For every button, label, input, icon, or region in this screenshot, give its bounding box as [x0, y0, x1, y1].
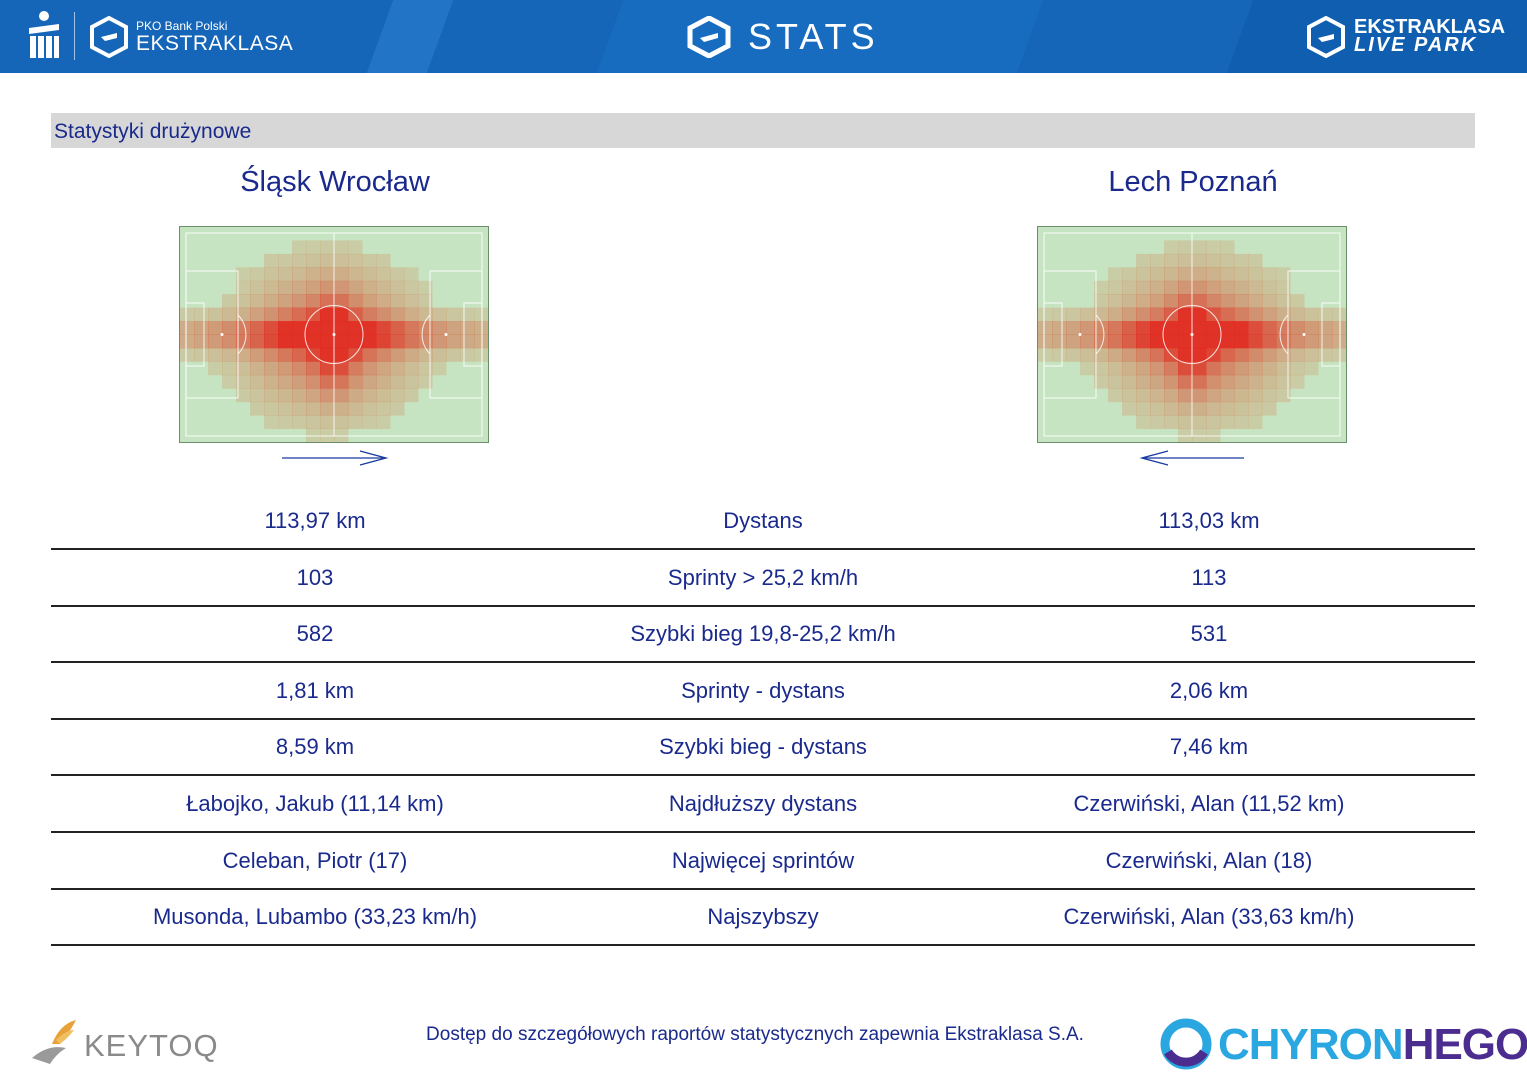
- stat-row: 582 Szybki bieg 19,8-25,2 km/h 531: [51, 607, 1475, 663]
- stat-label: Szybki bieg 19,8-25,2 km/h: [630, 621, 896, 646]
- pko-bank-polski-label: PKO Bank Polski: [136, 19, 228, 33]
- home-team-name: Śląsk Wrocław: [240, 166, 430, 198]
- home-stat-value: Celeban, Piotr (17): [222, 848, 408, 873]
- row-divider: [51, 888, 1475, 890]
- stat-row: 8,59 km Szybki bieg - dystans 7,46 km: [51, 720, 1475, 776]
- away-heatmap: [1037, 226, 1347, 443]
- row-divider: [51, 831, 1475, 833]
- home-heatmap: [179, 226, 489, 443]
- stat-row: 1,81 km Sprinty - dystans 2,06 km: [51, 664, 1475, 720]
- stat-label: Dystans: [723, 508, 803, 533]
- page-title: STATS: [748, 16, 879, 57]
- section-header: Statystyki drużynowe: [51, 113, 1475, 148]
- home-stat-value: 582: [296, 621, 334, 646]
- stat-row: 113,97 km Dystans 113,03 km: [51, 494, 1475, 550]
- ekstraklasa-label: EKSTRAKLASA: [136, 32, 294, 55]
- ekstraklasa-wordmark: PKO Bank Polski EKSTRAKLASA: [136, 20, 293, 56]
- home-stat-value: 103: [296, 565, 334, 590]
- home-stat-value: 113,97 km: [264, 508, 366, 533]
- away-heatmap-graphic: [1038, 232, 1346, 442]
- stat-label: Najdłuższy dystans: [668, 791, 858, 816]
- keytoq-bird-icon: [32, 1020, 76, 1064]
- away-stat-value: 113,03 km: [1158, 508, 1260, 533]
- stat-label: Sprinty > 25,2 km/h: [667, 565, 859, 590]
- ekstraklasa-e-logo-icon: [90, 16, 128, 58]
- row-divider: [51, 774, 1475, 776]
- header-bar: PKO Bank Polski EKSTRAKLASA STATS EKSTRA…: [0, 0, 1527, 73]
- chyron-word: CHYRON: [1218, 1020, 1404, 1069]
- live-park-line2: LIVE PARK: [1354, 34, 1478, 56]
- footer-note: Dostęp do szczegółowych raportów statyst…: [426, 1024, 1084, 1045]
- away-stat-value: Czerwiński, Alan (33,63 km/h): [1063, 904, 1355, 929]
- stat-label: Najszybszy: [707, 904, 819, 929]
- chyronhego-ring-icon: [1160, 1018, 1212, 1070]
- section-title: Statystyki drużynowe: [54, 120, 252, 143]
- home-heatmap-graphic: [180, 232, 488, 442]
- home-attack-direction-arrow-icon: [282, 450, 389, 466]
- stat-row: Celeban, Piotr (17) Najwięcej sprintów Cze…: [51, 834, 1475, 890]
- away-team-name: Lech Poznań: [1108, 166, 1278, 198]
- away-stat-value: Czerwiński, Alan (18): [1105, 848, 1313, 873]
- keytoq-logo: KEYTOQ: [26, 1014, 219, 1070]
- home-stat-value: Musonda, Lubambo (33,23 km/h): [152, 904, 478, 929]
- home-stat-value: 1,81 km: [275, 678, 355, 703]
- away-stat-value: Czerwiński, Alan (11,52 km): [1073, 791, 1345, 816]
- row-divider: [51, 944, 1475, 946]
- away-stat-value: 7,46 km: [1169, 734, 1249, 759]
- home-stat-value: Łabojko, Jakub (11,14 km): [186, 791, 444, 816]
- live-park-wordmark: EKSTRAKLASA LIVE PARK: [1354, 16, 1506, 56]
- away-stat-value: 2,06 km: [1169, 678, 1249, 703]
- stat-row: Łabojko, Jakub (11,14 km) Najdłuższy dyst…: [51, 777, 1475, 833]
- ekstraklasa-live-park-logo-icon: [1307, 16, 1345, 58]
- row-divider: [51, 718, 1475, 720]
- chyronhego-wordmark: CHYRONHEGO: [1218, 1020, 1527, 1070]
- row-divider: [51, 661, 1475, 663]
- stat-label: Szybki bieg - dystans: [659, 734, 867, 759]
- stat-row: Musonda, Lubambo (33,23 km/h) Najszybszy C…: [51, 890, 1475, 946]
- away-stat-value: 113: [1191, 565, 1227, 590]
- keytoq-wordmark: KEYTOQ: [84, 1028, 219, 1063]
- ekstraklasa-e-logo-icon: [687, 16, 731, 58]
- row-divider: [51, 548, 1475, 550]
- stat-row: 103 Sprinty > 25,2 km/h 113: [51, 551, 1475, 607]
- stat-label: Sprinty - dystans: [681, 678, 845, 703]
- chyronhego-logo: CHYRONHEGO: [1158, 1016, 1527, 1072]
- pko-bank-logo-icon: [29, 11, 59, 58]
- header-divider: [74, 12, 75, 60]
- stat-label: Najwięcej sprintów: [671, 848, 855, 873]
- home-stat-value: 8,59 km: [275, 734, 355, 759]
- live-park-line1: EKSTRAKLASA: [1354, 16, 1506, 38]
- hego-word: HEGO: [1402, 1020, 1527, 1069]
- header-decor-stripe: [366, 0, 454, 73]
- row-divider: [51, 605, 1475, 607]
- away-attack-direction-arrow-icon: [1139, 450, 1244, 466]
- away-stat-value: 531: [1190, 621, 1228, 646]
